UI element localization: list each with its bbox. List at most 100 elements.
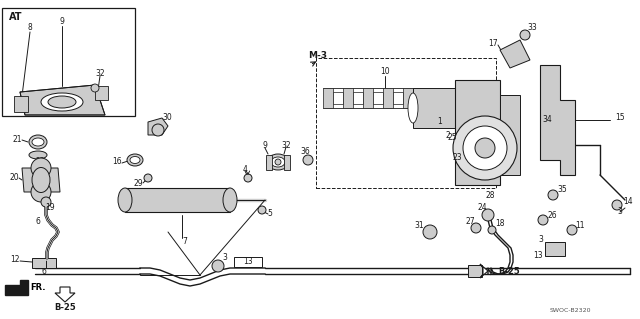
- Text: 11: 11: [575, 220, 585, 229]
- Text: 12: 12: [10, 256, 20, 264]
- Polygon shape: [266, 155, 272, 170]
- Ellipse shape: [29, 151, 47, 159]
- Text: 3: 3: [538, 235, 543, 244]
- Text: 25: 25: [447, 132, 457, 142]
- Polygon shape: [284, 155, 290, 170]
- Circle shape: [471, 223, 481, 233]
- Circle shape: [41, 197, 51, 207]
- Text: 1: 1: [438, 117, 442, 127]
- Text: 29: 29: [133, 179, 143, 188]
- Text: 27: 27: [465, 218, 475, 226]
- Text: 19: 19: [45, 203, 55, 211]
- Text: 36: 36: [300, 147, 310, 157]
- Polygon shape: [500, 40, 530, 68]
- Polygon shape: [95, 86, 108, 100]
- Text: 26: 26: [547, 211, 557, 220]
- Text: M-3: M-3: [308, 50, 327, 60]
- Text: 32: 32: [95, 70, 105, 78]
- Text: 35: 35: [557, 186, 567, 195]
- Polygon shape: [353, 92, 363, 104]
- Text: 14: 14: [623, 197, 633, 206]
- Text: 32: 32: [281, 140, 291, 150]
- Polygon shape: [413, 88, 470, 128]
- Circle shape: [463, 126, 507, 170]
- Text: 10: 10: [380, 68, 390, 77]
- Polygon shape: [22, 168, 60, 192]
- Text: 9: 9: [60, 18, 65, 26]
- Text: AT: AT: [9, 12, 22, 22]
- Polygon shape: [125, 188, 230, 212]
- Ellipse shape: [32, 167, 50, 192]
- Bar: [545, 242, 565, 256]
- Polygon shape: [333, 92, 343, 104]
- Circle shape: [303, 155, 313, 165]
- Text: 18: 18: [495, 219, 505, 228]
- Text: 13: 13: [243, 256, 253, 265]
- Text: 6: 6: [42, 268, 47, 277]
- Text: 9: 9: [262, 140, 268, 150]
- Ellipse shape: [48, 96, 76, 108]
- Circle shape: [152, 124, 164, 136]
- Circle shape: [567, 225, 577, 235]
- Circle shape: [538, 215, 548, 225]
- Text: SWOC-B2320: SWOC-B2320: [549, 308, 591, 313]
- Text: B-25: B-25: [498, 266, 520, 276]
- Circle shape: [482, 209, 494, 221]
- Circle shape: [520, 30, 530, 40]
- Circle shape: [258, 206, 266, 214]
- Bar: [32, 258, 46, 268]
- Text: 16: 16: [113, 158, 122, 167]
- Ellipse shape: [32, 138, 44, 146]
- Bar: [44, 258, 56, 268]
- Polygon shape: [373, 92, 383, 104]
- Text: 20: 20: [10, 174, 19, 182]
- Circle shape: [423, 225, 437, 239]
- Text: 28: 28: [485, 190, 495, 199]
- Circle shape: [244, 174, 252, 182]
- Text: FR.: FR.: [30, 284, 45, 293]
- Text: 31: 31: [414, 221, 424, 231]
- Bar: [468, 265, 482, 277]
- Polygon shape: [403, 88, 413, 108]
- Ellipse shape: [223, 188, 237, 212]
- Circle shape: [488, 226, 496, 234]
- Text: 3: 3: [223, 254, 227, 263]
- Ellipse shape: [271, 157, 285, 167]
- Circle shape: [475, 138, 495, 158]
- Ellipse shape: [459, 88, 481, 128]
- Polygon shape: [383, 88, 393, 108]
- Text: 17: 17: [488, 39, 498, 48]
- Polygon shape: [148, 118, 168, 135]
- Text: 22: 22: [35, 158, 45, 167]
- Polygon shape: [393, 92, 403, 104]
- Text: 23: 23: [452, 153, 462, 162]
- Ellipse shape: [408, 93, 418, 123]
- Ellipse shape: [127, 154, 143, 166]
- Polygon shape: [20, 85, 105, 115]
- Ellipse shape: [41, 93, 83, 111]
- Polygon shape: [540, 65, 575, 175]
- Polygon shape: [455, 80, 500, 185]
- Circle shape: [548, 190, 558, 200]
- Polygon shape: [363, 88, 373, 108]
- Circle shape: [612, 200, 622, 210]
- Polygon shape: [343, 88, 353, 108]
- Polygon shape: [55, 287, 75, 302]
- Circle shape: [31, 158, 51, 178]
- Text: 13: 13: [533, 251, 543, 261]
- Circle shape: [453, 116, 517, 180]
- Text: B-25: B-25: [54, 302, 76, 311]
- Polygon shape: [500, 95, 520, 175]
- Ellipse shape: [118, 188, 132, 212]
- Bar: [234, 257, 262, 267]
- Circle shape: [144, 174, 152, 182]
- Circle shape: [212, 260, 224, 272]
- Text: 4: 4: [243, 166, 248, 174]
- Text: 6: 6: [36, 218, 40, 226]
- Bar: [316, 58, 496, 188]
- Text: 15: 15: [615, 114, 625, 122]
- Polygon shape: [5, 280, 28, 295]
- Text: 33: 33: [527, 24, 537, 33]
- Ellipse shape: [267, 154, 289, 170]
- Ellipse shape: [130, 157, 140, 164]
